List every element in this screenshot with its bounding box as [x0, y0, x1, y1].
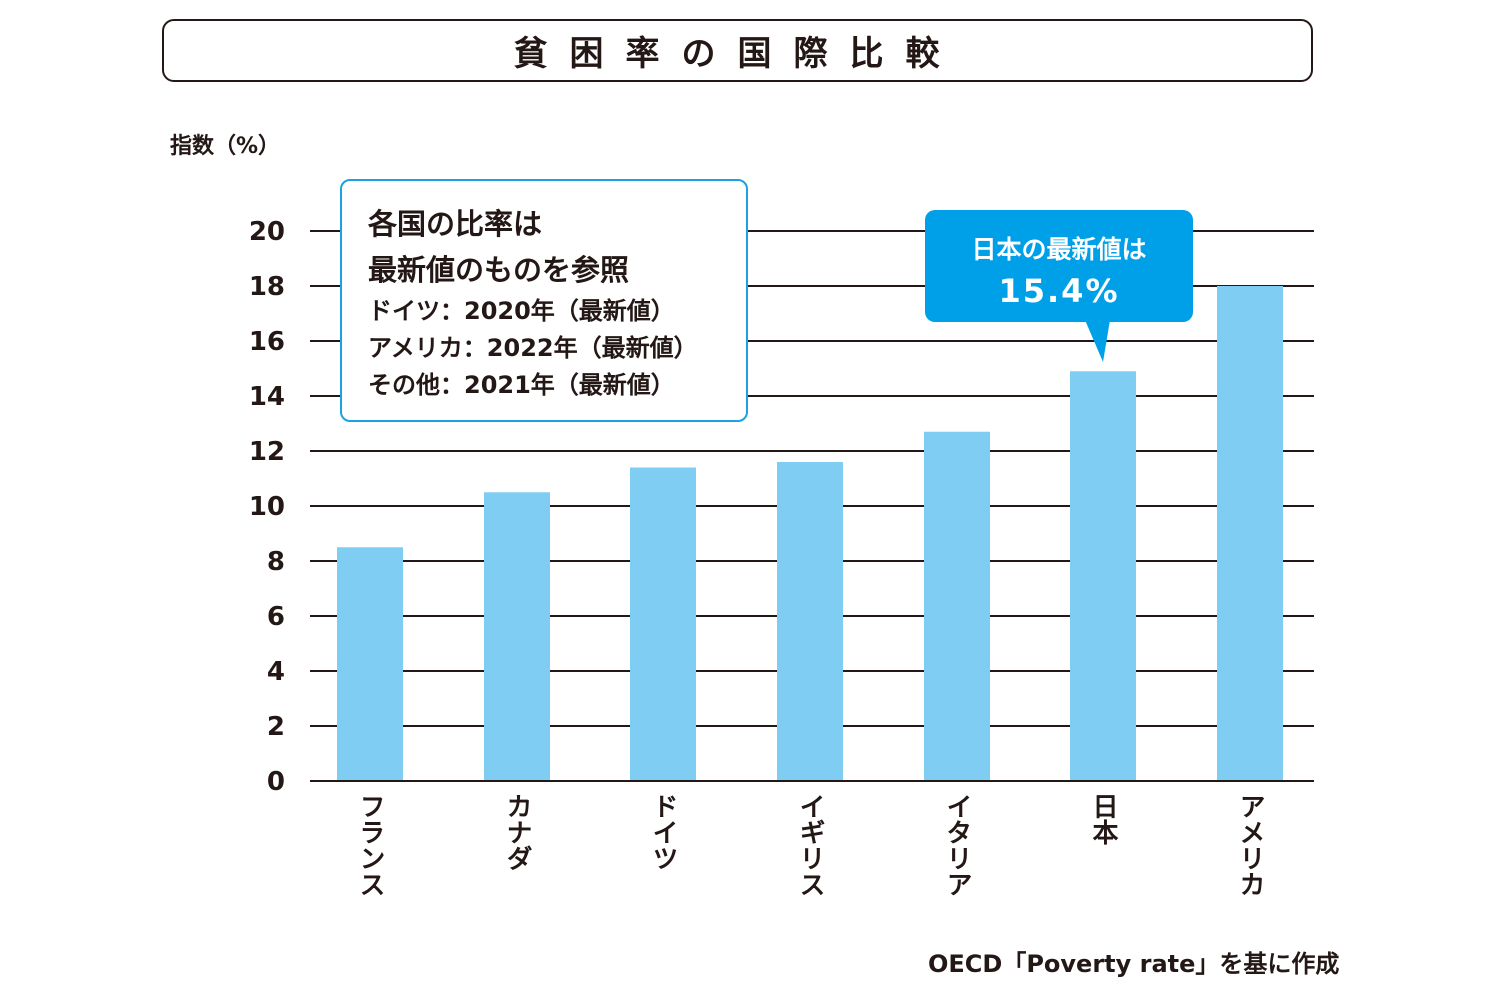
x-tick-label: カナダ	[502, 793, 532, 871]
y-tick-label: 20	[249, 217, 285, 247]
source-note: OECD「Poverty rate」を基に作成	[928, 950, 1340, 978]
callout-line: 日本の最新値は	[971, 235, 1147, 264]
bar-1	[337, 547, 403, 780]
note-line: ドイツ：2020年（最新値）	[368, 297, 675, 325]
x-tick-label: フランス	[355, 793, 385, 897]
y-tick-label: 18	[249, 272, 285, 302]
bar-3	[630, 467, 696, 780]
note-line: 最新値のものを参照	[368, 253, 630, 287]
y-tick-label: 0	[267, 767, 285, 797]
x-tick-label: イギリス	[795, 793, 825, 897]
y-tick-label: 14	[249, 382, 285, 412]
y-tick-label: 4	[267, 657, 285, 687]
bar-4	[777, 462, 843, 780]
note-line: 各国の比率は	[368, 207, 543, 241]
y-tick-label: 6	[267, 602, 285, 632]
x-tick-label: イタリア	[942, 793, 972, 897]
y-axis-label: 指数（%）	[170, 134, 281, 159]
callout-value: 15.4%	[998, 272, 1120, 310]
note-line: その他：2021年（最新値）	[368, 371, 675, 399]
bar-2	[484, 492, 550, 780]
y-tick-label: 16	[249, 327, 285, 357]
bar-7	[1217, 286, 1283, 780]
y-tick-label: 12	[249, 437, 285, 467]
note-box: 各国の比率は 最新値のものを参照 ドイツ：2020年（最新値） アメリカ：202…	[340, 179, 748, 422]
chart-title: 貧困率の国際比較	[162, 19, 1313, 82]
japan-callout: 日本の最新値は 15.4%	[925, 210, 1193, 322]
bar-5	[924, 431, 990, 780]
x-tick-label: 日本	[1088, 793, 1118, 845]
x-tick-label: ドイツ	[648, 793, 678, 871]
x-tick-label: アメリカ	[1235, 793, 1265, 897]
y-tick-label: 8	[267, 547, 285, 577]
y-tick-label: 10	[249, 492, 285, 522]
y-tick-label: 2	[267, 712, 285, 742]
note-line: アメリカ：2022年（最新値）	[368, 334, 698, 362]
bar-6	[1070, 371, 1136, 780]
